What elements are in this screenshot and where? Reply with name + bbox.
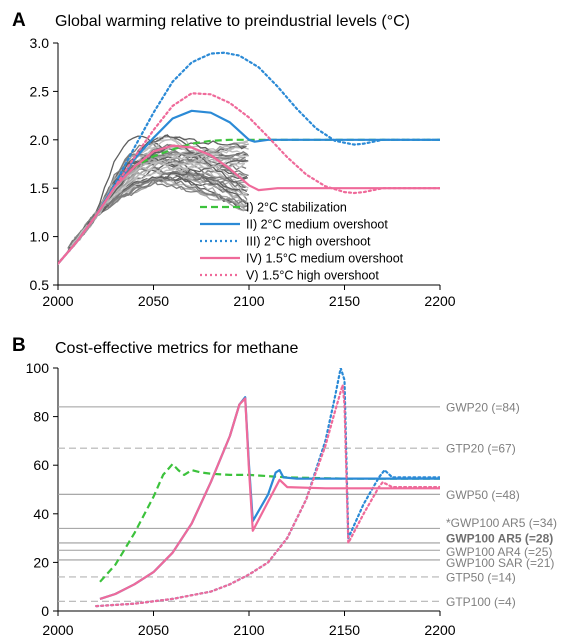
panel-b-x-tick-label: 2000 bbox=[42, 622, 73, 638]
reference-line-label: GTP20 (=67) bbox=[446, 442, 516, 456]
panel-a-x-tick-label: 2000 bbox=[42, 293, 73, 309]
panel-b-series-line bbox=[99, 462, 440, 583]
panel-a-title: Global warming relative to preindustrial… bbox=[55, 13, 410, 30]
panel-a-ensemble-line bbox=[74, 162, 247, 239]
panel-b-y-tick-label: 0 bbox=[41, 603, 49, 619]
panel-a-x-tick-label: 2150 bbox=[329, 293, 360, 309]
panel-b-letter: B bbox=[12, 335, 26, 356]
panel-a-series-line bbox=[58, 92, 440, 265]
panel-a-legend: I) 2°C stabilization II) 2°C medium overs… bbox=[200, 201, 404, 283]
panel-b-y-tick-label: 80 bbox=[33, 409, 49, 425]
panel-b-x-tick-label: 2050 bbox=[138, 622, 169, 638]
panel-b-y-tick-label: 40 bbox=[33, 506, 49, 522]
panel-b-series bbox=[95, 368, 440, 608]
panel-a-ticks: 2000 2050 2100 2150 2200 0.5 1.0 1.5 2.0 2.5 3.0 bbox=[30, 35, 456, 309]
panel-b-ticks: 2000 2050 2100 2150 2200 0 20 40 60 80 100 bbox=[26, 360, 456, 638]
legend-label: IV) 1.5°C medium overshoot bbox=[246, 252, 404, 266]
panel-a-axes bbox=[57, 43, 440, 286]
panel-a-y-tick-label: 1.0 bbox=[30, 229, 50, 245]
panel-a-letter: A bbox=[12, 10, 26, 31]
panel-a-y-tick-label: 3.0 bbox=[30, 35, 50, 51]
panel-b-y-tick-label: 100 bbox=[26, 360, 50, 376]
reference-line-label: GWP100 AR5 (=28) bbox=[446, 532, 553, 546]
legend-label: III) 2°C high overshoot bbox=[246, 235, 371, 249]
panel-a-series-line bbox=[58, 51, 440, 265]
panel-a-y-tick-label: 2.0 bbox=[30, 132, 50, 148]
panel-a-ensemble-line bbox=[75, 159, 248, 243]
panel-b-y-tick-label: 60 bbox=[33, 457, 49, 473]
panel-a-x-tick-label: 2100 bbox=[233, 293, 264, 309]
legend-label: V) 1.5°C high overshoot bbox=[246, 269, 379, 283]
panel-a-ensemble-line bbox=[76, 143, 249, 241]
panel-b-series-line bbox=[95, 368, 440, 608]
legend-label: II) 2°C medium overshoot bbox=[246, 218, 388, 232]
panel-a-x-tick-label: 2050 bbox=[138, 293, 169, 309]
panel-a-x-tick-label: 2200 bbox=[424, 293, 455, 309]
reference-line-label: GWP20 (=84) bbox=[446, 400, 520, 414]
reference-line-label: GTP100 (=4) bbox=[446, 595, 516, 609]
panel-b-x-tick-label: 2150 bbox=[329, 622, 360, 638]
panel-b-series-line bbox=[99, 397, 440, 600]
panel-a-ensemble-line bbox=[72, 163, 245, 245]
reference-line-label: GWP100 SAR (=21) bbox=[446, 556, 554, 570]
panel-b-title: Cost-effective metrics for methane bbox=[55, 340, 298, 357]
panel-b-reference-lines: GWP20 (=84) GTP20 (=67) GWP50 (=48) *GWP100… bbox=[58, 400, 557, 609]
reference-line-label: GWP50 (=48) bbox=[446, 488, 520, 502]
reference-line-label: *GWP100 AR5 (=34) bbox=[446, 516, 557, 530]
panel-b-y-tick-label: 20 bbox=[33, 554, 49, 570]
panel-b-x-tick-label: 2100 bbox=[233, 622, 264, 638]
reference-line-label: GTP50 (=14) bbox=[446, 570, 516, 584]
panel-b-series-line bbox=[95, 383, 440, 608]
panel-a-model-ensemble bbox=[67, 134, 250, 253]
panel-a-y-tick-label: 1.5 bbox=[30, 180, 50, 196]
legend-label: I) 2°C stabilization bbox=[246, 201, 347, 215]
panel-a-y-tick-label: 0.5 bbox=[30, 277, 50, 293]
panel-a-series bbox=[58, 51, 440, 265]
panel-a-y-tick-label: 2.5 bbox=[30, 83, 50, 99]
panel-b-x-tick-label: 2200 bbox=[424, 622, 455, 638]
reference-line-label: GWP100 AR4 (=25) bbox=[446, 545, 552, 559]
